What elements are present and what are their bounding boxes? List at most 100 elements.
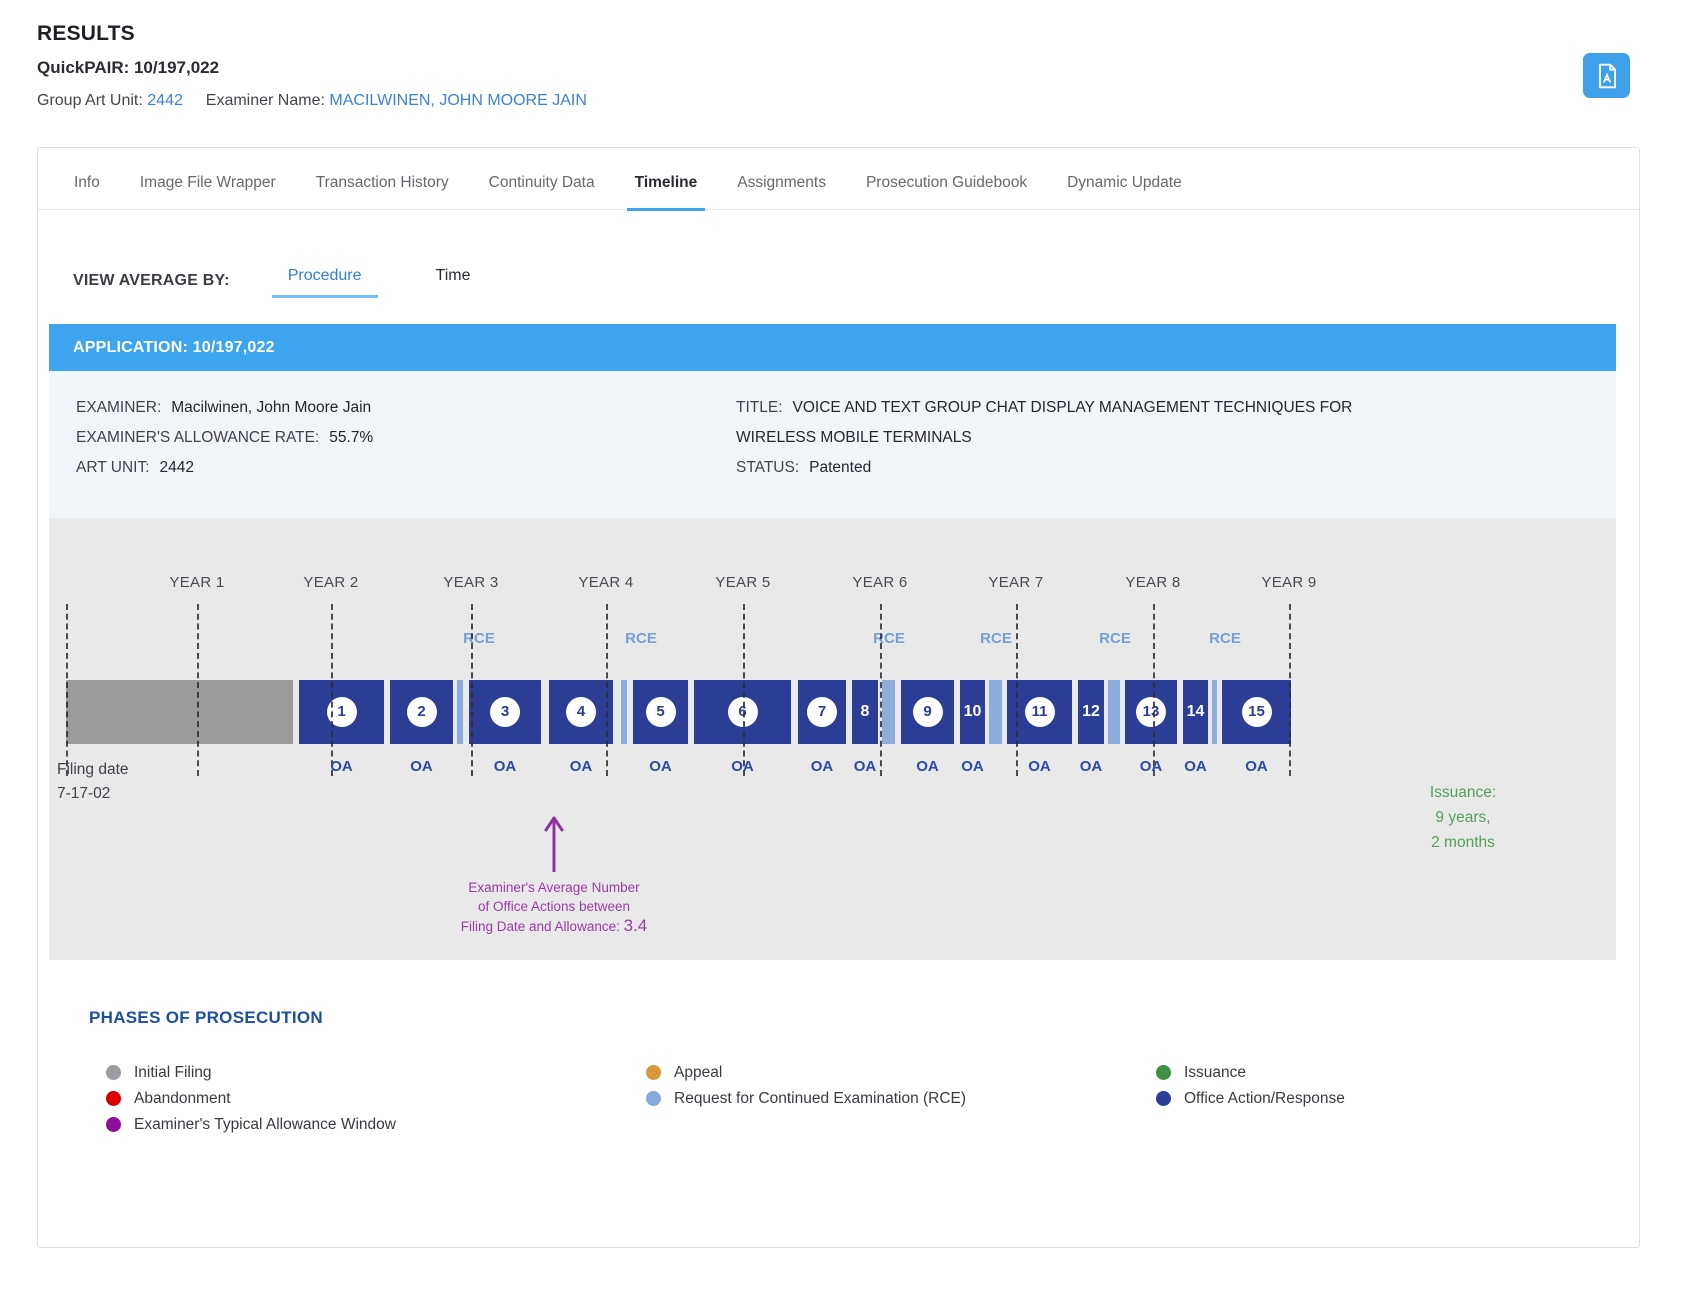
rce-segment[interactable] bbox=[621, 680, 627, 744]
year-gridline bbox=[1153, 604, 1155, 776]
view-option-procedure[interactable]: Procedure bbox=[271, 267, 378, 298]
tab-dynamic-update[interactable]: Dynamic Update bbox=[1067, 174, 1182, 191]
oa-label: OA bbox=[853, 758, 877, 775]
oa-segment[interactable]: 6 bbox=[694, 680, 791, 744]
oa-number: 5 bbox=[645, 697, 676, 727]
tab-transaction-history[interactable]: Transaction History bbox=[315, 174, 449, 191]
year-gridline bbox=[471, 604, 473, 776]
tab-bar: Info Image File Wrapper Transaction Histor… bbox=[38, 148, 1639, 211]
issuance-line2: 9 years, bbox=[1435, 809, 1491, 826]
oa-segment[interactable]: 7 bbox=[798, 680, 846, 744]
oa-segment[interactable]: 14 bbox=[1183, 680, 1208, 744]
year-gridline bbox=[331, 604, 333, 776]
rce-segment[interactable] bbox=[989, 680, 1002, 744]
results-card: Info Image File Wrapper Transaction Histor… bbox=[37, 147, 1640, 1248]
allowance-rate-row: EXAMINER'S ALLOWANCE RATE: 55.7% bbox=[76, 423, 736, 453]
year-gridline bbox=[880, 604, 882, 776]
rce-segment[interactable] bbox=[882, 680, 895, 744]
year-label: YEAR 4 bbox=[578, 574, 634, 591]
rce-label: RCE bbox=[625, 630, 657, 647]
legend-title: PHASES OF PROSECUTION bbox=[89, 1008, 323, 1027]
group-art-unit-link[interactable]: 2442 bbox=[147, 92, 183, 109]
oa-segment[interactable]: 3 bbox=[469, 680, 541, 744]
oa-label: OA bbox=[330, 758, 353, 775]
filing-date-note: Filing date 7-17-02 bbox=[57, 758, 129, 806]
issuance-line3: 2 months bbox=[1431, 834, 1495, 851]
status-label: STATUS: bbox=[736, 459, 800, 476]
initial-filing-segment[interactable] bbox=[66, 680, 293, 744]
oa-segment[interactable]: 12 bbox=[1078, 680, 1104, 744]
page-header: RESULTS QuickPAIR: 10/197,022 Group Art … bbox=[0, 0, 1695, 110]
timeline-plot: YEAR 1 YEAR 2 YEAR 3 YEAR 4 YEAR 5 YEAR 6 YEAR… bbox=[49, 518, 1616, 960]
oa-number: 4 bbox=[566, 697, 596, 727]
examiner-name-label: Examiner Name: bbox=[205, 92, 325, 109]
year-label: YEAR 9 bbox=[1261, 574, 1317, 591]
title-value: VOICE AND TEXT GROUP CHAT DISPLAY MANAGE… bbox=[736, 399, 1353, 446]
status-value: Patented bbox=[809, 459, 872, 476]
legend-item: Examiner's Typical Allowance Window bbox=[106, 1116, 629, 1133]
oa-number: 7 bbox=[807, 697, 837, 727]
oa-segment[interactable]: 8 bbox=[852, 680, 878, 744]
rce-label: RCE bbox=[873, 630, 905, 647]
rce-label: RCE bbox=[1209, 630, 1241, 647]
legend-swatch-icon bbox=[106, 1117, 121, 1132]
oa-segment[interactable]: 15 bbox=[1222, 680, 1291, 744]
application-banner: APPLICATION: 10/197,022 bbox=[49, 324, 1616, 371]
tabs: Info Image File Wrapper Transaction Histor… bbox=[66, 174, 1639, 211]
timeline-chart: YEAR 1 YEAR 2 YEAR 3 YEAR 4 YEAR 5 YEAR 6 YEAR… bbox=[49, 518, 1616, 960]
oa-label: OA bbox=[493, 758, 517, 775]
legend-swatch-icon bbox=[1156, 1065, 1171, 1080]
view-option-time[interactable]: Time bbox=[435, 267, 471, 284]
status-row: STATUS: Patented bbox=[736, 453, 1436, 483]
application-details: EXAMINER: Macilwinen, John Moore Jain EXA… bbox=[49, 371, 1616, 518]
view-average-row: VIEW AVERAGE BY: Procedure Time bbox=[73, 267, 1639, 298]
rce-label: RCE bbox=[463, 630, 495, 647]
legend-columns: Initial Filing Abandonment Examiner's Typi… bbox=[89, 1064, 1639, 1142]
oa-segment[interactable]: 13 bbox=[1125, 680, 1177, 744]
pdf-file-icon bbox=[1594, 62, 1620, 90]
oa-segment[interactable]: 2 bbox=[390, 680, 453, 744]
tab-image-file-wrapper[interactable]: Image File Wrapper bbox=[139, 174, 276, 191]
art-unit-value: 2442 bbox=[159, 459, 194, 476]
group-art-unit-label: Group Art Unit: bbox=[37, 92, 143, 109]
oa-label: OA bbox=[1245, 758, 1268, 775]
application-meta: Group Art Unit: 2442 Examiner Name: MACI… bbox=[37, 92, 1695, 110]
rce-label: RCE bbox=[980, 630, 1012, 647]
legend-swatch-icon bbox=[646, 1091, 661, 1106]
legend-swatch-icon bbox=[646, 1065, 661, 1080]
oa-label: OA bbox=[731, 758, 754, 775]
pdf-export-button[interactable] bbox=[1583, 53, 1630, 98]
examiner-name-link[interactable]: MACILWINEN, JOHN MOORE JAIN bbox=[329, 92, 587, 109]
oa-segment[interactable]: 5 bbox=[633, 680, 688, 744]
view-average-label: VIEW AVERAGE BY: bbox=[73, 272, 230, 289]
oa-segment[interactable]: 1 bbox=[299, 680, 384, 744]
allowance-rate-label: EXAMINER'S ALLOWANCE RATE: bbox=[76, 429, 320, 446]
oa-number: 14 bbox=[1186, 703, 1205, 720]
quickpair-number: QuickPAIR: 10/197,022 bbox=[37, 58, 220, 77]
legend-swatch-icon bbox=[1156, 1091, 1171, 1106]
tab-assignments[interactable]: Assignments bbox=[737, 174, 826, 191]
rce-segment[interactable] bbox=[457, 680, 463, 744]
year-label: YEAR 2 bbox=[303, 574, 359, 591]
legend-item: Initial Filing bbox=[106, 1064, 629, 1081]
oa-segment[interactable]: 10 bbox=[960, 680, 985, 744]
rce-segment[interactable] bbox=[1108, 680, 1120, 744]
legend-swatch-icon bbox=[106, 1091, 121, 1106]
legend-label: Request for Continued Examination (RCE) bbox=[674, 1090, 967, 1107]
legend-label: Examiner's Typical Allowance Window bbox=[134, 1116, 396, 1133]
average-oa-arrow-icon bbox=[543, 814, 565, 877]
tab-prosecution-guidebook[interactable]: Prosecution Guidebook bbox=[865, 174, 1028, 191]
oa-number: 9 bbox=[912, 697, 943, 727]
legend-item: Abandonment bbox=[106, 1090, 629, 1107]
rce-segment[interactable] bbox=[1212, 680, 1217, 744]
tab-info[interactable]: Info bbox=[74, 174, 100, 191]
oa-label: OA bbox=[1028, 758, 1051, 775]
tab-timeline[interactable]: Timeline bbox=[626, 174, 706, 211]
oa-label: OA bbox=[1139, 758, 1163, 775]
oa-number: 10 bbox=[963, 703, 982, 720]
average-oa-annotation: Examiner's Average Number of Office Acti… bbox=[399, 878, 709, 936]
oa-segment[interactable]: 9 bbox=[901, 680, 954, 744]
oa-segment[interactable]: 4 bbox=[549, 680, 613, 744]
tab-continuity-data[interactable]: Continuity Data bbox=[488, 174, 595, 191]
average-oa-line1: Examiner's Average Number bbox=[468, 880, 640, 895]
